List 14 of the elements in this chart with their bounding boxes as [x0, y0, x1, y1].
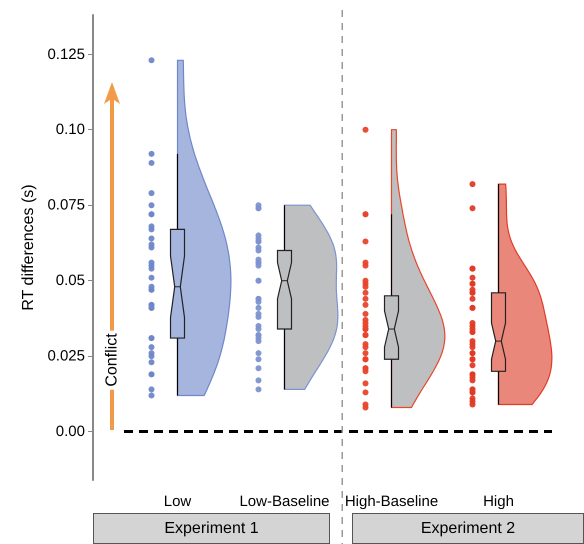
- y-tick-label: 0.10: [56, 121, 85, 138]
- y-tick-label: 0.00: [56, 423, 85, 440]
- y-tick-label: 0.05: [56, 272, 85, 290]
- x-tick-label: Low: [164, 493, 192, 510]
- text: Experiment 1: [93, 513, 330, 544]
- text: Experiment 2: [352, 513, 584, 544]
- text: Conflict: [103, 330, 122, 390]
- x-tick-label: High: [483, 493, 514, 510]
- y-tick-label: 0.075: [47, 196, 85, 214]
- x-tick-label: Low-Baseline: [239, 493, 330, 510]
- y-tick-label: 0.125: [47, 46, 85, 63]
- y-axis-title: RT differences (s): [20, 184, 38, 311]
- x-tick-label: High-Baseline: [344, 493, 438, 510]
- y-tick-label: 0.025: [47, 348, 85, 365]
